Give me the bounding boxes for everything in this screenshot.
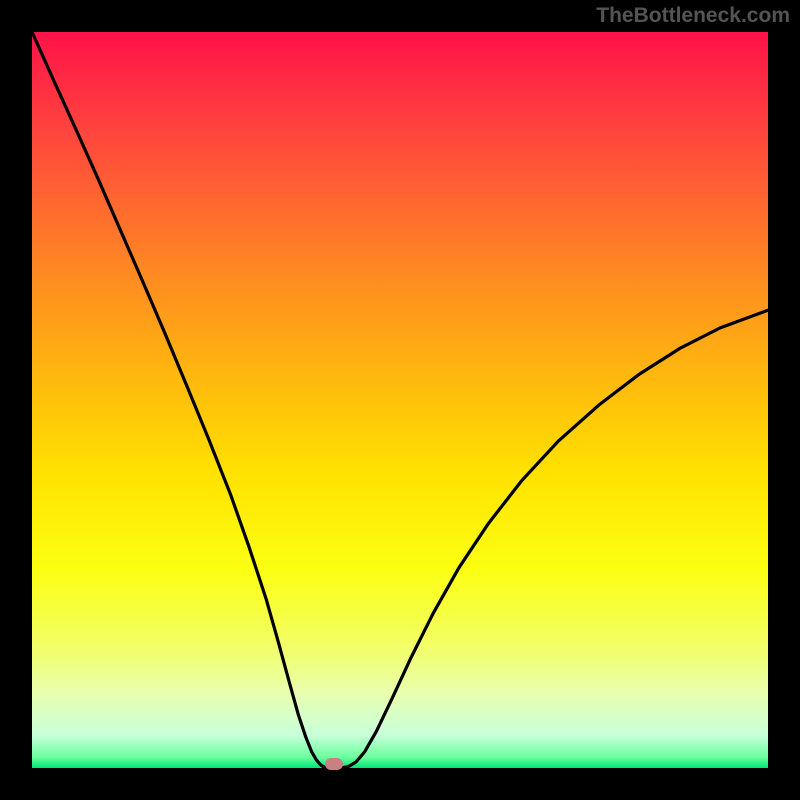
min-marker [325, 758, 343, 770]
watermark-text: TheBottleneck.com [596, 4, 790, 28]
plot-area [32, 32, 768, 768]
bottleneck-curve [32, 32, 768, 768]
chart-container: TheBottleneck.com [0, 0, 800, 800]
